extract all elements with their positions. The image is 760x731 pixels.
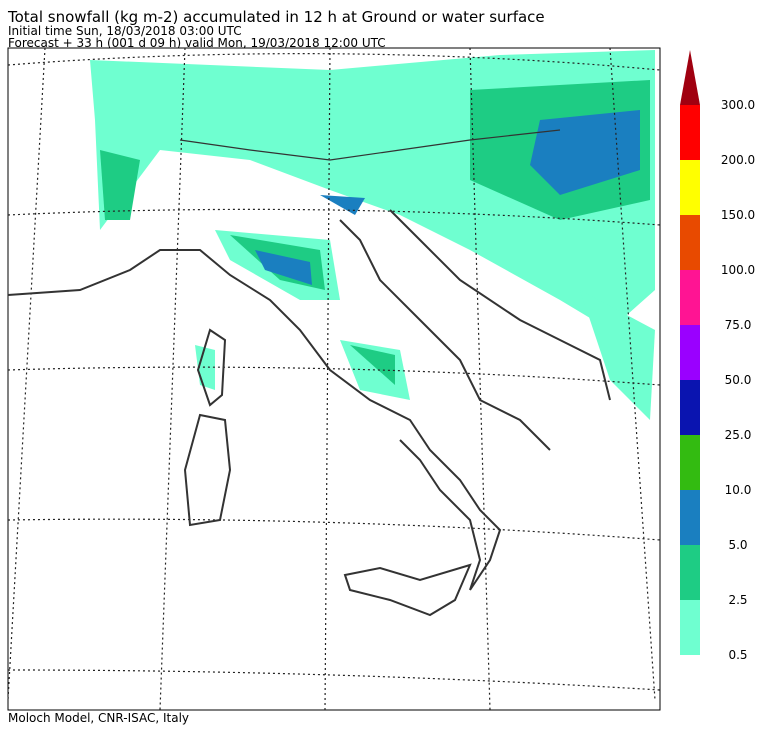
colorbar-arrow	[680, 50, 700, 105]
colorbar-segment	[680, 600, 700, 655]
colorbar-label: 2.5	[728, 593, 747, 607]
coastline	[7, 129, 611, 617]
colorbar-label: 200.0	[721, 153, 755, 167]
footer: Moloch Model, CNR-ISAC, Italy	[8, 711, 189, 725]
colorbar-label: 100.0	[721, 263, 755, 277]
colorbar-segment	[680, 490, 700, 545]
colorbar-label: 75.0	[725, 318, 752, 332]
colorbar-label: 0.5	[728, 648, 747, 662]
colorbar-label: 300.0	[721, 98, 755, 112]
colorbar-label: 25.0	[725, 428, 752, 442]
initial-time: Initial time Sun, 18/03/2018 03:00 UTC	[8, 24, 242, 38]
forecast-time: Forecast + 33 h (001 d 09 h) valid Mon, …	[8, 36, 386, 50]
colorbar-segment	[680, 270, 700, 325]
colorbar-label: 150.0	[721, 208, 755, 222]
colorbar-label: 10.0	[725, 483, 752, 497]
colorbar-segment	[680, 435, 700, 490]
colorbar-label: 50.0	[725, 373, 752, 387]
colorbar-segment	[680, 380, 700, 435]
colorbar-segment	[680, 215, 700, 270]
graticule	[7, 47, 661, 711]
colorbar-segment	[680, 325, 700, 380]
colorbar: 0.5 2.5 5.0 10.0 25.0 50.0 75.0 100.0 150.0 200.0…	[680, 50, 755, 662]
title: Total snowfall (kg m-2) accumulated in 1…	[7, 8, 545, 26]
map	[7, 47, 661, 711]
colorbar-label: 5.0	[728, 538, 747, 552]
colorbar-segment	[680, 160, 700, 215]
colorbar-segment	[680, 105, 700, 160]
colorbar-segment	[680, 545, 700, 600]
